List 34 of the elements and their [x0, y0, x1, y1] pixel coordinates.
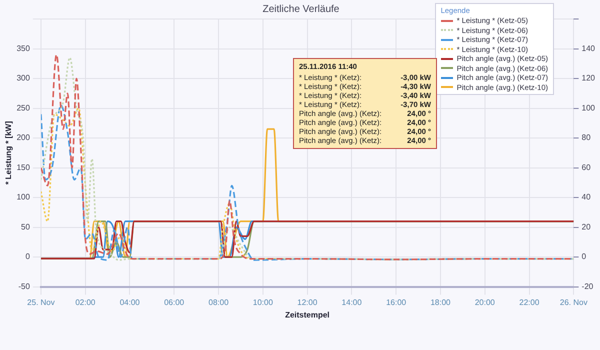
x-tick-label: 02:00 — [75, 298, 96, 307]
x-tick-label: 18:00 — [430, 298, 452, 307]
x-tick-label: 08:00 — [208, 298, 230, 307]
y2-tick-label: 80 — [582, 133, 592, 142]
y2-tick-label: 0 — [582, 252, 587, 262]
x-tick-label: 22:00 — [519, 298, 540, 307]
y-axis-title: * Leistung * [kW] — [4, 120, 14, 185]
x-tick-label: 20:00 — [474, 298, 496, 307]
y2-tick-label: 20 — [582, 222, 592, 232]
x-tick-label: 12:00 — [297, 298, 318, 307]
y-tick-label: 100 — [16, 192, 30, 202]
y-tick-label: 300 — [16, 74, 30, 83]
y-tick-label: 200 — [16, 133, 30, 142]
y-tick-label: 50 — [21, 222, 30, 232]
y2-tick-label: 40 — [582, 192, 592, 202]
x-tick-label: 25. Nov — [27, 298, 55, 307]
y-tick-label: 350 — [16, 44, 30, 53]
x-tick-label: 16:00 — [386, 298, 407, 307]
y2-tick-label: 100 — [582, 103, 596, 112]
x-tick-label: 10:00 — [252, 298, 274, 307]
y-tick-label: -50 — [18, 282, 30, 292]
chart-title: Zeitliche Verläufe — [262, 4, 340, 15]
x-tick-label: 06:00 — [164, 298, 185, 307]
y-tick-label: 150 — [16, 162, 30, 172]
x-axis-title: Zeitstempel — [285, 310, 330, 320]
y2-tick-label: -20 — [582, 282, 594, 292]
x-tick-label: 04:00 — [120, 298, 140, 307]
y2-tick-label: 120 — [582, 74, 596, 83]
y-tick-label: 0 — [25, 252, 30, 262]
x-tick-label: 26. Nov — [560, 298, 588, 307]
y2-tick-label: 60 — [582, 162, 592, 172]
y-tick-label: 250 — [16, 103, 30, 112]
x-tick-label: 14:00 — [342, 298, 362, 307]
y2-tick-label: 140 — [582, 44, 596, 53]
